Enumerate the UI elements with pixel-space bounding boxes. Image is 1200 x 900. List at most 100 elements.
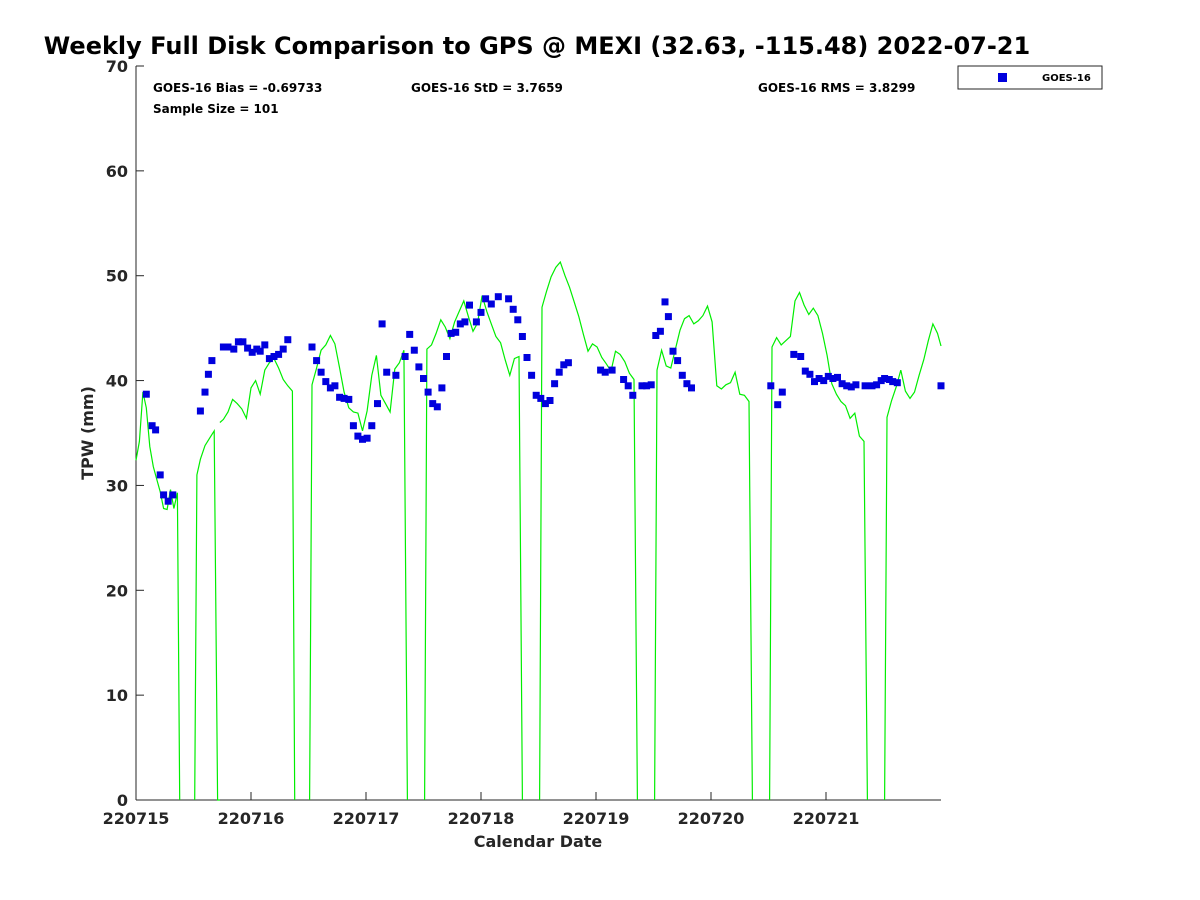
goes16-data-point — [564, 359, 572, 367]
y-tick-label: 10 — [106, 686, 128, 705]
goes16-data-point — [528, 371, 536, 379]
goes16-data-point — [546, 397, 554, 404]
y-tick-label: 50 — [106, 267, 128, 286]
goes16-data-point — [806, 370, 814, 378]
goes16-data-point — [270, 353, 278, 360]
goes16-data-point — [331, 382, 339, 390]
goes16-data-point — [239, 338, 247, 346]
goes16-data-point — [415, 363, 423, 371]
y-tick-label: 70 — [106, 57, 128, 76]
goes16-data-point — [443, 353, 450, 360]
chart-title: Weekly Full Disk Comparison to GPS @ MEX… — [44, 32, 1030, 60]
goes16-data-point — [317, 368, 325, 376]
goes16-data-point — [308, 343, 316, 351]
goes16-data-point — [688, 384, 695, 392]
x-tick-label: 220716 — [218, 809, 285, 828]
goes16-data-point — [560, 361, 568, 369]
y-tick-label: 20 — [106, 581, 128, 600]
goes16-data-point — [487, 300, 495, 308]
y-tick-label: 0 — [117, 791, 128, 810]
goes16-data-point — [608, 366, 616, 374]
goes16-data-point — [392, 371, 400, 379]
goes16-data-point — [160, 491, 168, 499]
x-tick-label: 220720 — [678, 809, 745, 828]
goes16-data-point — [597, 366, 605, 374]
y-tick-label: 30 — [106, 476, 128, 495]
goes16-data-point — [374, 400, 381, 408]
y-tick-label: 60 — [106, 162, 128, 181]
goes16-data-point — [275, 350, 283, 358]
gps-line-segment — [424, 295, 524, 801]
goes16-data-point — [555, 368, 563, 376]
goes16-data-point — [349, 422, 357, 430]
y-axis-ticks: 0 10 20 30 40 50 60 70 — [106, 57, 144, 810]
goes16-data-point — [629, 391, 637, 399]
goes16-data-point — [669, 347, 677, 355]
goes16-data-point — [937, 382, 945, 390]
goes16-data-point — [861, 382, 869, 390]
gps-line-segment — [883, 322, 942, 801]
gps-line-segment — [653, 304, 754, 801]
goes16-data-point — [363, 434, 371, 442]
goes16-data-point — [620, 376, 628, 383]
goes16-data-point — [656, 327, 664, 335]
goes16-data-point — [201, 388, 209, 396]
goes16-data-point — [801, 367, 809, 375]
x-tick-label: 220721 — [793, 809, 860, 828]
goes16-data-point — [142, 390, 150, 398]
goes16-data-point — [219, 343, 227, 351]
goes16-data-point — [514, 316, 522, 324]
goes16-data-point — [873, 381, 881, 389]
goes16-data-point — [551, 380, 559, 388]
goes16-data-point — [774, 401, 782, 409]
goes16-data-point — [523, 354, 531, 361]
goes16-data-point — [164, 497, 172, 505]
goes16-data-point — [532, 391, 540, 399]
goes16-data-point — [438, 384, 446, 392]
goes16-data-point — [482, 295, 490, 303]
goes16-data-point — [383, 368, 391, 376]
goes16-data-point — [345, 395, 353, 403]
goes16-data-point — [811, 378, 818, 386]
goes16-data-point — [852, 381, 860, 389]
goes16-data-point — [196, 407, 204, 415]
x-tick-label: 220717 — [333, 809, 400, 828]
goes16-data-point — [433, 403, 441, 411]
goes16-data-point — [410, 346, 418, 354]
goes16-data-point — [279, 345, 287, 353]
y-tick-label: 40 — [106, 372, 128, 391]
goes16-data-point — [156, 471, 164, 479]
goes16-data-point — [541, 400, 549, 408]
goes16-data-point — [868, 382, 876, 390]
goes16-data-point — [230, 345, 238, 353]
gps-line-segment — [219, 357, 296, 801]
goes16-data-point — [169, 491, 177, 499]
goes16-data-point — [456, 320, 464, 328]
plot-area: 0 10 20 30 40 50 60 70 220715 220716 220717 220718… — [103, 57, 945, 828]
gps-line-segment — [538, 260, 639, 801]
legend-box — [957, 65, 1103, 90]
stat-std: GOES-16 StD = 3.7659 — [411, 81, 563, 95]
goes16-data-point — [234, 338, 242, 346]
goes16-data-point — [778, 388, 786, 396]
goes16-data-point — [601, 368, 609, 376]
goes16-data-point — [208, 357, 216, 365]
stat-bias: GOES-16 Bias = -0.69733 — [153, 81, 322, 95]
goes16-data-point — [881, 375, 889, 382]
goes16-data-point — [148, 422, 156, 430]
goes16-data-point — [797, 353, 805, 360]
goes16-data-point — [638, 382, 646, 390]
goes16-data-point — [420, 375, 427, 382]
goes16-data-point — [472, 318, 480, 326]
goes16-data-point — [518, 333, 526, 340]
goes16-data-point — [847, 383, 855, 391]
goes16-series — [142, 293, 945, 505]
legend-label: GOES-16 — [1042, 73, 1091, 84]
goes16-data-point — [354, 432, 362, 440]
goes16-data-point — [447, 329, 455, 337]
goes16-data-point — [461, 318, 469, 326]
goes16-data-point — [261, 341, 269, 349]
goes16-data-point — [889, 378, 897, 386]
goes16-data-point — [838, 380, 846, 388]
